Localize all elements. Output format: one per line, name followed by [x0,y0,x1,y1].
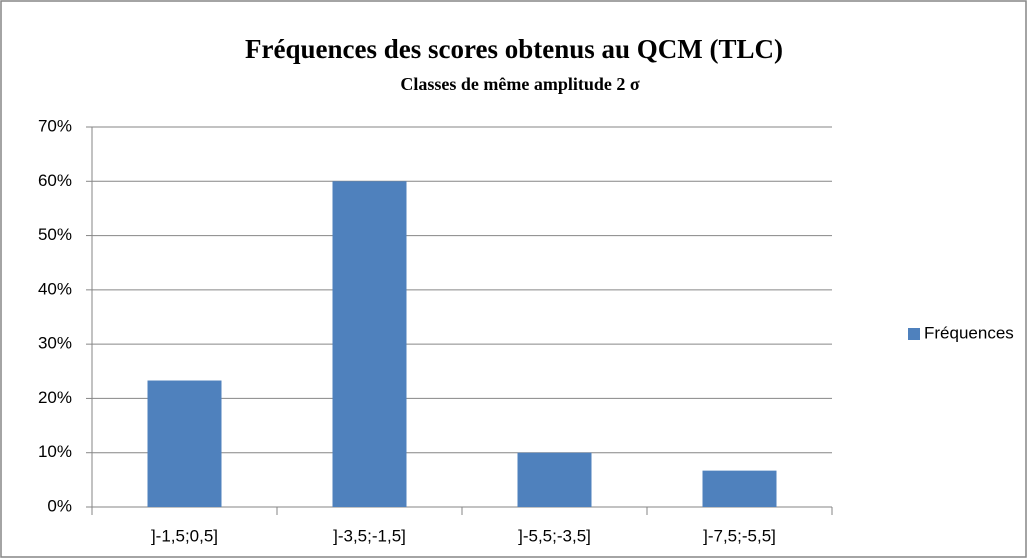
y-tick-label: 40% [38,279,72,298]
x-tick-label: ]-7,5;-5,5] [703,526,776,545]
y-tick-label: 70% [38,116,72,135]
chart-title: Fréquences des scores obtenus au QCM (TL… [245,34,783,64]
x-tick-label: ]-3,5;-1,5] [333,526,406,545]
bar [332,181,407,508]
bar [517,452,592,507]
x-tick-label: ]-1,5;0,5] [151,526,218,545]
legend-swatch [908,328,920,340]
y-tick-label: 60% [38,171,72,190]
y-tick-label: 10% [38,442,72,461]
bar [147,380,222,507]
legend-label: Fréquences [924,323,1014,342]
x-tick-label: ]-5,5;-3,5] [518,526,591,545]
chart-subtitle: Classes de même amplitude 2 σ [400,74,639,94]
y-tick-label: 0% [47,496,72,515]
y-tick-label: 20% [38,388,72,407]
y-tick-label: 50% [38,225,72,244]
y-tick-label: 30% [38,334,72,353]
bar [702,470,777,507]
